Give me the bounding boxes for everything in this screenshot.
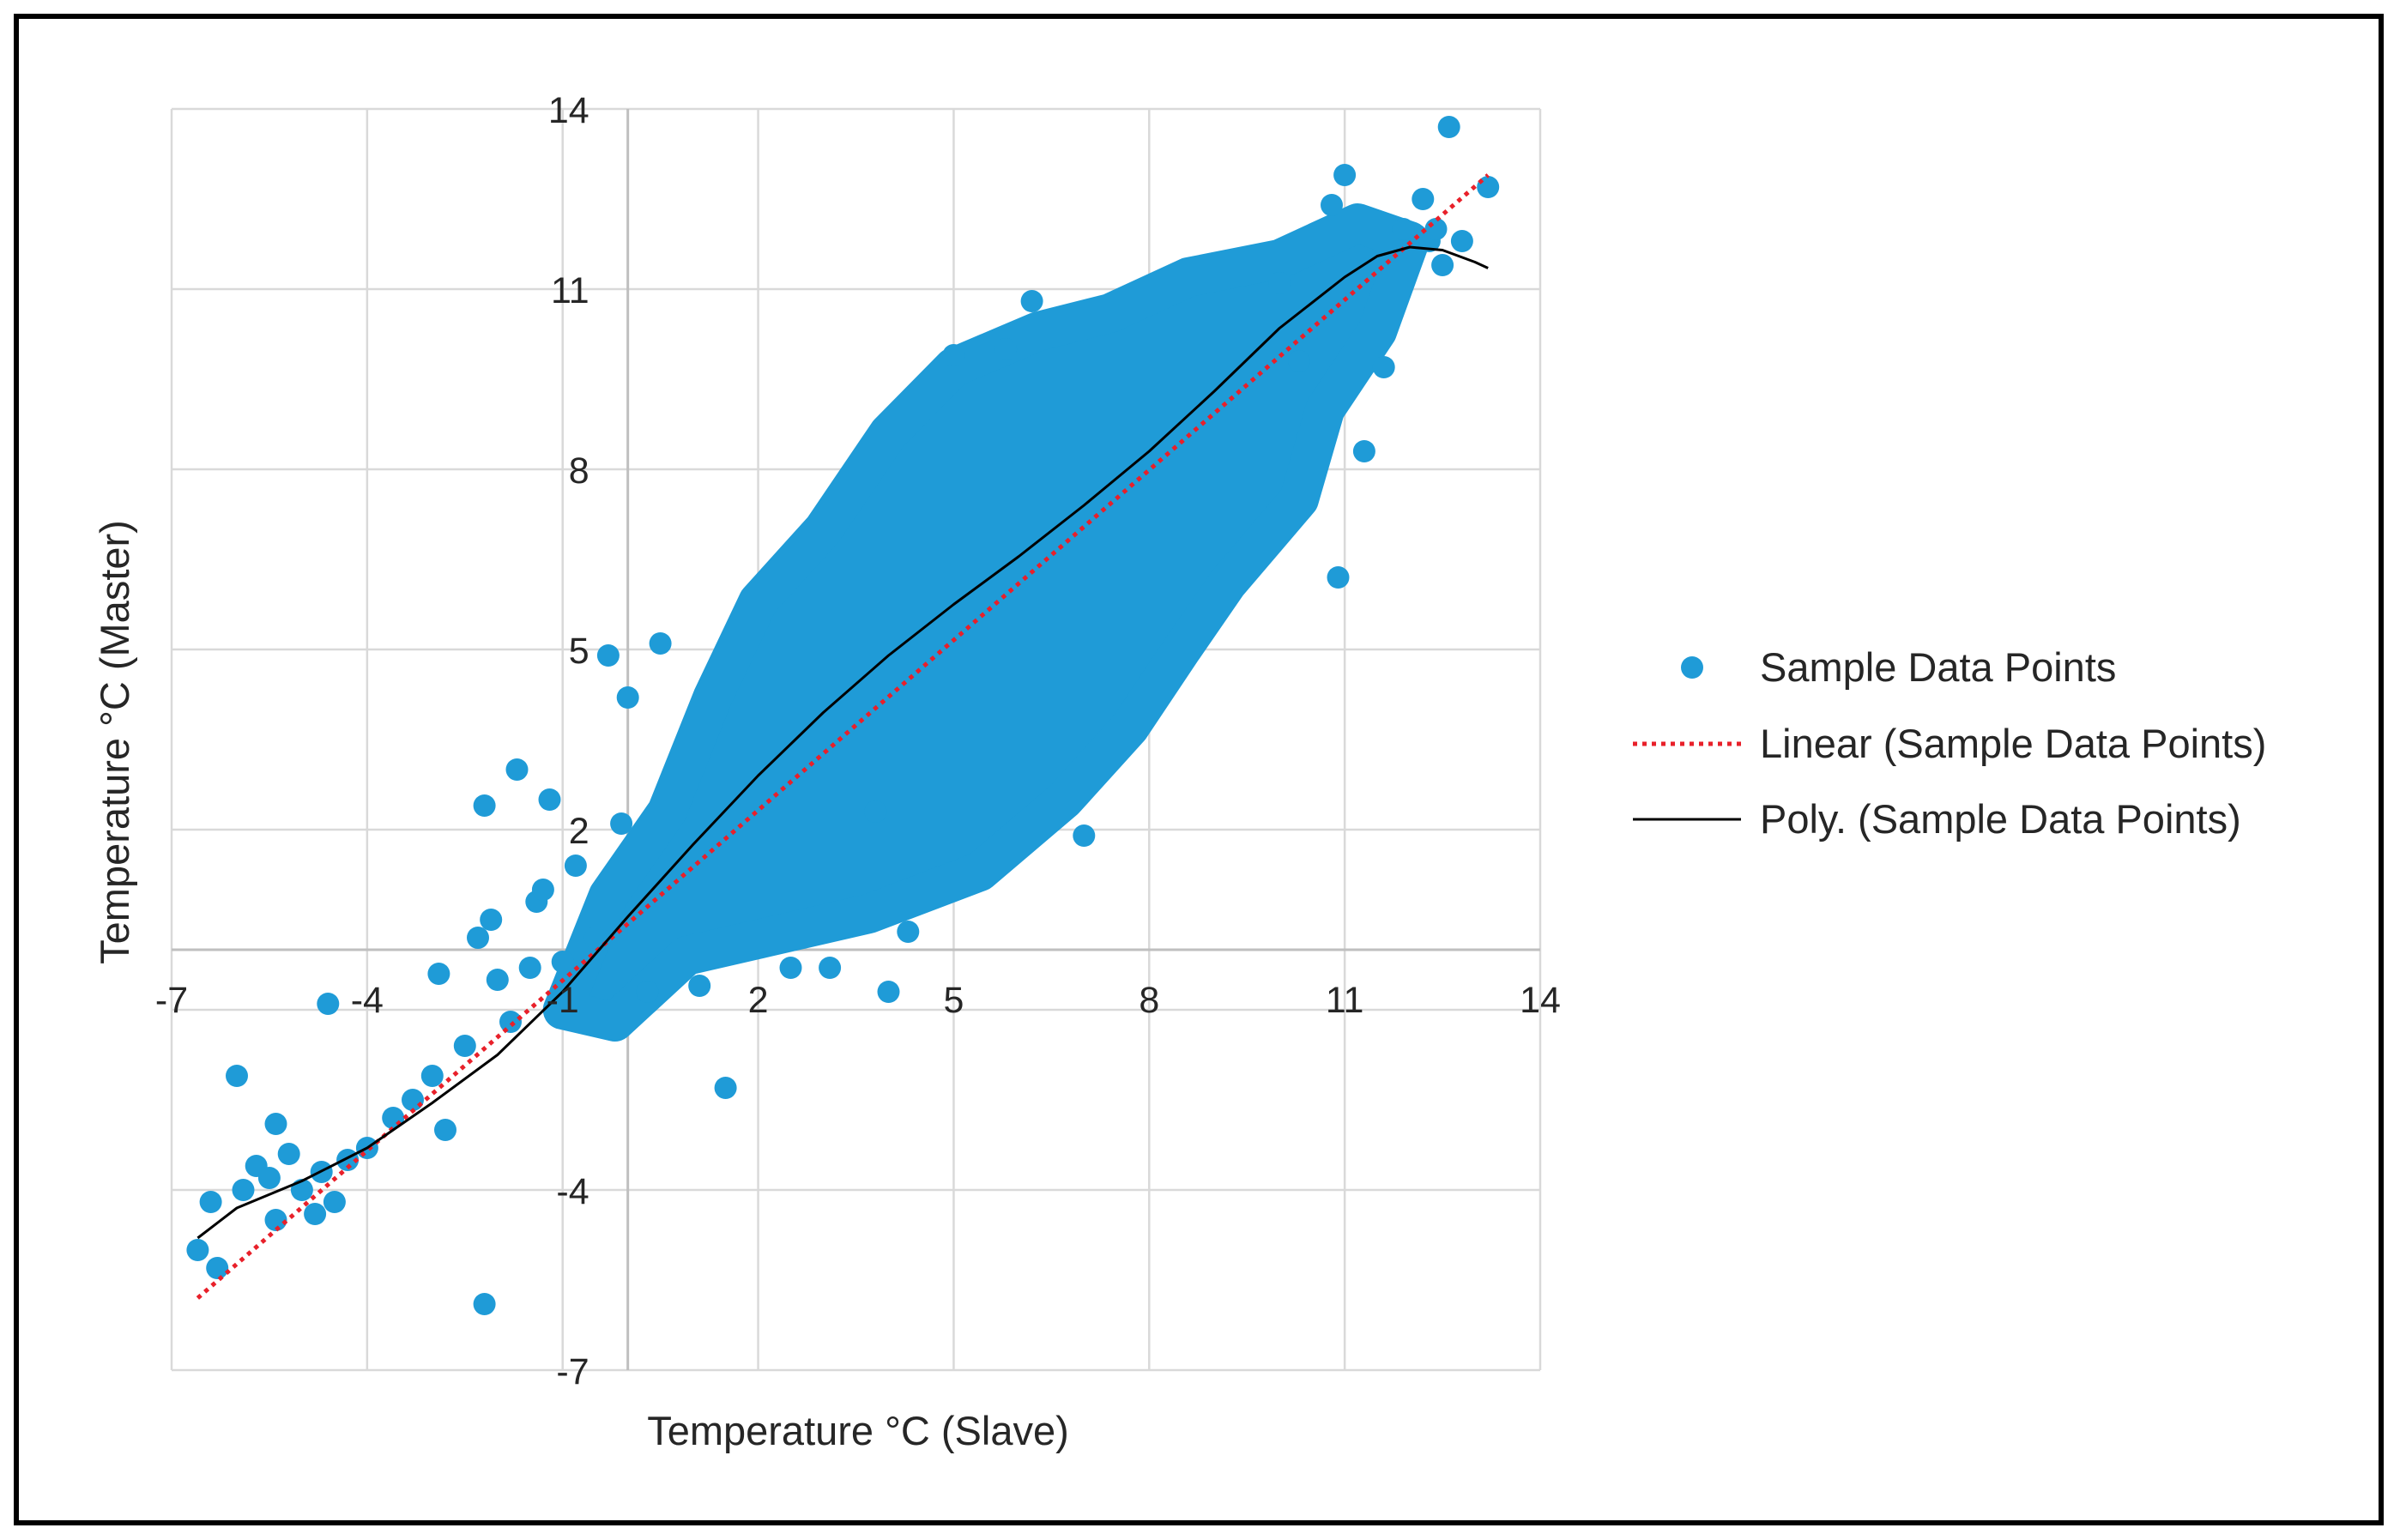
data-point [1327, 566, 1350, 589]
y-tick-label: -4 [556, 1171, 589, 1212]
x-tick-label: 2 [748, 980, 769, 1021]
poly-trendline [196, 245, 1489, 1240]
data-point [420, 1065, 444, 1087]
x-tick-label: 8 [1139, 980, 1159, 1021]
data-point [499, 1011, 522, 1033]
data-point [473, 1293, 496, 1315]
data-point [564, 855, 587, 877]
data-point [1412, 188, 1435, 210]
data-point [551, 951, 574, 973]
data-point [583, 927, 607, 949]
data-point [232, 1179, 255, 1201]
data-point [473, 794, 496, 817]
data-point [257, 1167, 281, 1189]
data-point [402, 1089, 424, 1111]
legend-label-sample-data-points: Sample Data Points [1760, 644, 2116, 690]
data-point [649, 632, 672, 655]
data-point [1073, 824, 1096, 847]
data-point [1424, 218, 1448, 240]
data-point [636, 981, 659, 1003]
data-point [206, 1257, 229, 1279]
data-point [1352, 440, 1375, 462]
y-tick-label: 11 [551, 270, 589, 311]
data-point [877, 981, 900, 1003]
y-tick-label: -7 [556, 1351, 589, 1392]
data-point [317, 993, 340, 1015]
data-point [323, 1191, 346, 1213]
x-tick-label: 11 [1326, 980, 1364, 1021]
x-tick-label: -4 [351, 980, 384, 1021]
x-axis-title: Temperature °C (Slave) [647, 1408, 1069, 1453]
data-point [897, 921, 920, 943]
data-point [714, 1077, 737, 1099]
data-point [1372, 356, 1395, 378]
data-point [199, 1191, 222, 1213]
data-point [264, 1209, 287, 1231]
data-point [531, 879, 554, 901]
data-point [467, 927, 489, 949]
data-point [226, 1065, 248, 1087]
data-point [264, 1113, 287, 1135]
data-point [688, 975, 711, 997]
data-points [186, 116, 1500, 1315]
tick-labels: -7 -4 -1 2 5 8 11 14 -7 -4 2 5 8 11 14 [155, 90, 1561, 1392]
data-point [1437, 116, 1460, 138]
data-point [186, 1239, 209, 1261]
data-point [942, 344, 965, 366]
data-point [1333, 164, 1357, 186]
y-tick-label: 5 [569, 631, 589, 672]
legend-label-linear: Linear (Sample Data Points) [1760, 721, 2266, 766]
linear-trendline [196, 173, 1490, 1300]
legend: Sample Data Points Linear (Sample Data P… [1633, 644, 2266, 842]
data-point [610, 812, 633, 835]
data-point [994, 338, 1018, 360]
legend-label-poly: Poly. (Sample Data Points) [1760, 796, 2241, 842]
data-point [1450, 230, 1473, 252]
y-tick-label: 14 [548, 90, 589, 131]
data-point [1392, 218, 1415, 240]
data-point [453, 1035, 476, 1057]
x-tick-label: 5 [943, 980, 964, 1021]
legend-marker-points [1681, 656, 1703, 679]
data-point [538, 788, 561, 811]
data-point [1020, 290, 1043, 312]
data-point [1431, 254, 1454, 276]
data-point [505, 758, 529, 781]
data-point-cloud [542, 203, 1430, 1042]
data-point [1321, 194, 1343, 216]
data-point [616, 686, 639, 709]
data-point [864, 800, 887, 823]
data-point [486, 969, 509, 991]
dense-point-cloud [542, 203, 1430, 1042]
data-point [596, 644, 620, 667]
axes [172, 109, 1540, 1370]
data-point [779, 957, 802, 979]
data-point [1268, 272, 1291, 294]
data-point [518, 957, 541, 979]
y-axis-title: Temperature °C (Master) [92, 520, 137, 964]
x-tick-label: 14 [1520, 980, 1561, 1021]
data-point [434, 1119, 456, 1141]
x-tick-label: -1 [547, 980, 579, 1021]
data-point [1288, 350, 1310, 372]
data-point [819, 957, 842, 979]
data-point [480, 909, 503, 931]
data-point [304, 1203, 327, 1225]
data-point [277, 1143, 300, 1165]
y-tick-label: 2 [569, 811, 589, 852]
data-point [427, 963, 450, 985]
x-tick-label: -7 [155, 980, 188, 1021]
trend-lines [196, 173, 1490, 1300]
y-tick-label: 8 [569, 450, 589, 492]
grid [170, 107, 1542, 1372]
